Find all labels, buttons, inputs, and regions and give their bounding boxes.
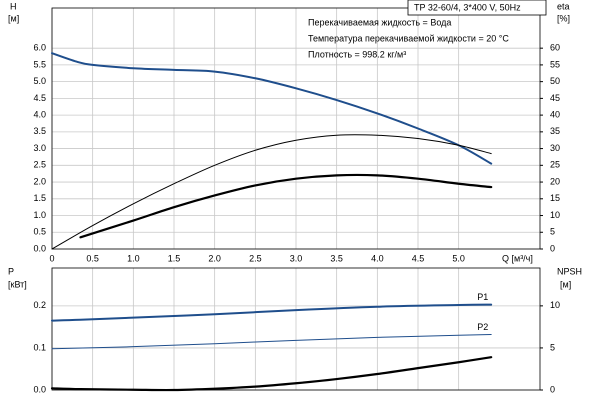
y2-tick-label: 40 xyxy=(550,109,560,119)
y-tick-label: 4.0 xyxy=(33,109,46,119)
y2-tick-label: 30 xyxy=(550,143,560,153)
series-line xyxy=(51,134,492,250)
y-axis-label: P xyxy=(8,266,14,276)
x-tick-label: 4.0 xyxy=(371,253,384,263)
y-tick-label: 3.5 xyxy=(33,126,46,136)
y2-axis-label: eta xyxy=(557,1,570,11)
chart-title: TP 32-60/4, 3*400 V, 50Hz xyxy=(414,2,521,12)
plot-frame xyxy=(51,7,541,250)
series-line xyxy=(51,303,493,322)
y2-tick-label: 15 xyxy=(550,193,560,203)
y2-axis-label: [%] xyxy=(557,13,570,23)
y2-tick-label: 10 xyxy=(550,300,560,310)
series-label: P2 xyxy=(477,322,488,332)
x-axis-label: Q [м³/ч] xyxy=(502,253,533,263)
title-box xyxy=(407,0,547,16)
series-label: P1 xyxy=(477,292,488,302)
x-tick-label: 3.5 xyxy=(330,253,343,263)
x-tick-label: 1.0 xyxy=(127,253,140,263)
y-axis-label: [м] xyxy=(8,13,19,23)
y2-tick-label: 0 xyxy=(550,384,555,394)
y-tick-label: 6.0 xyxy=(33,43,46,53)
y-tick-label: 2.0 xyxy=(33,176,46,186)
y2-tick-label: 0 xyxy=(550,243,555,253)
x-tick-label: 5.0 xyxy=(452,253,465,263)
x-tick-label: 0 xyxy=(49,253,54,263)
annotation: Плотность = 998.2 кг/м³ xyxy=(308,49,406,59)
y-tick-label: 0.1 xyxy=(33,342,46,352)
y2-tick-label: 50 xyxy=(550,76,560,86)
y2-axis-label: [м] xyxy=(560,279,571,289)
y2-tick-label: 10 xyxy=(550,210,560,220)
y2-tick-label: 5 xyxy=(550,227,555,237)
y-axis-label: H xyxy=(10,1,17,11)
y-tick-label: 5.5 xyxy=(33,59,46,69)
x-tick-label: 0.5 xyxy=(86,253,99,263)
y2-tick-label: 60 xyxy=(550,43,560,53)
y-tick-label: 2.5 xyxy=(33,160,46,170)
plot-frame xyxy=(51,267,541,391)
y-tick-label: 4.5 xyxy=(33,93,46,103)
y2-tick-label: 55 xyxy=(550,59,560,69)
annotation: Перекачиваемая жидкость = Вода xyxy=(308,17,451,27)
series-line xyxy=(79,173,493,239)
y-tick-label: 0.0 xyxy=(33,243,46,253)
y-tick-label: 1.0 xyxy=(33,210,46,220)
y2-tick-label: 5 xyxy=(550,342,555,352)
x-tick-label: 3.0 xyxy=(290,253,303,263)
series-line xyxy=(51,52,493,165)
y2-tick-label: 35 xyxy=(550,126,560,136)
x-tick-label: 1.5 xyxy=(168,253,181,263)
y-tick-label: 0.0 xyxy=(33,384,46,394)
y-tick-label: 1.5 xyxy=(33,193,46,203)
series-line xyxy=(51,333,492,350)
y2-tick-label: 20 xyxy=(550,176,560,186)
y-tick-label: 3.0 xyxy=(33,143,46,153)
y-axis-label: [кВт] xyxy=(8,279,27,289)
y-tick-label: 0.2 xyxy=(33,300,46,310)
x-tick-label: 2.0 xyxy=(208,253,221,263)
series-line xyxy=(50,356,493,392)
x-tick-label: 4.5 xyxy=(412,253,425,263)
annotation: Температура перекачиваемой жидкости = 20… xyxy=(308,33,509,43)
y2-axis-label: NPSH xyxy=(557,266,582,276)
y2-tick-label: 45 xyxy=(550,93,560,103)
y-tick-label: 0.5 xyxy=(33,227,46,237)
y-tick-label: 5.0 xyxy=(33,76,46,86)
x-tick-label: 2.5 xyxy=(249,253,262,263)
y2-tick-label: 25 xyxy=(550,160,560,170)
